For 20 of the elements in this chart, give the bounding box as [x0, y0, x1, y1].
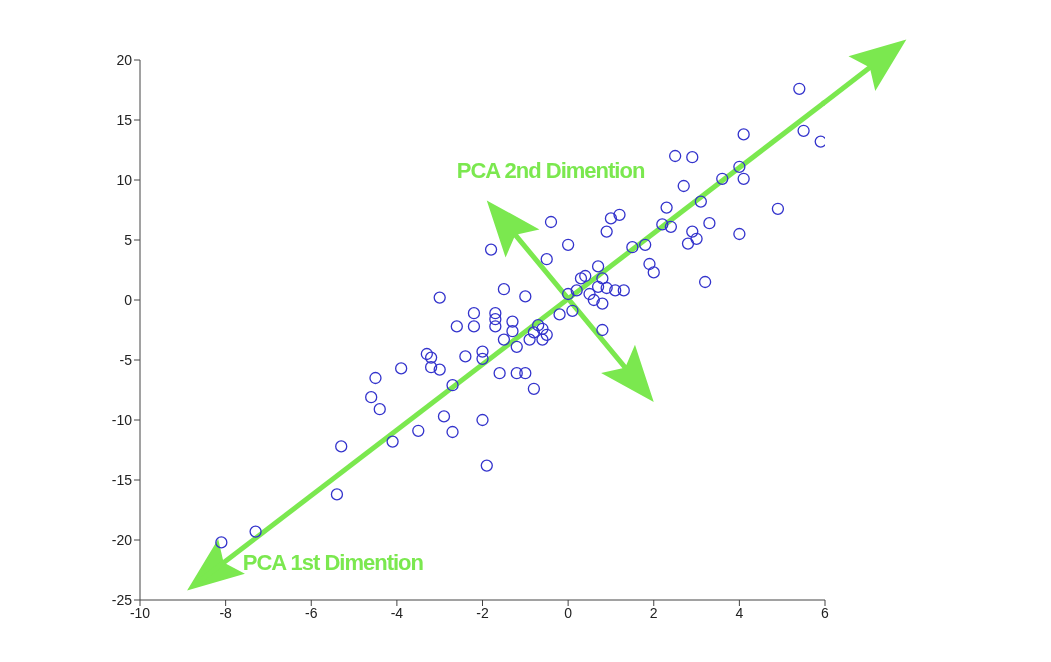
annotation: PCA 1st Dimention	[242, 549, 423, 576]
y-tick-label: 5	[124, 231, 133, 248]
y-tick-label: -15	[111, 471, 133, 488]
x-tick-label: -6	[305, 604, 318, 621]
x-tick-label: 2	[649, 604, 658, 621]
x-tick-label: 6	[821, 604, 830, 621]
x-tick-label: 4	[735, 604, 744, 621]
y-tick-label: 0	[124, 291, 133, 308]
y-tick-label: -10	[111, 411, 133, 428]
y-tick-label: -25	[111, 591, 133, 608]
x-tick-label: -8	[219, 604, 233, 621]
y-tick-label: -5	[119, 351, 133, 368]
annotation: PCA 2nd Dimention	[456, 158, 645, 185]
y-tick-label: 20	[116, 51, 133, 68]
y-tick-label: -20	[111, 531, 133, 548]
x-tick-label: -4	[390, 604, 404, 621]
y-tick-label: 15	[116, 111, 133, 128]
y-tick-label: 10	[116, 171, 133, 188]
x-tick-label: 0	[564, 604, 573, 621]
x-tick-label: -2	[476, 604, 489, 621]
